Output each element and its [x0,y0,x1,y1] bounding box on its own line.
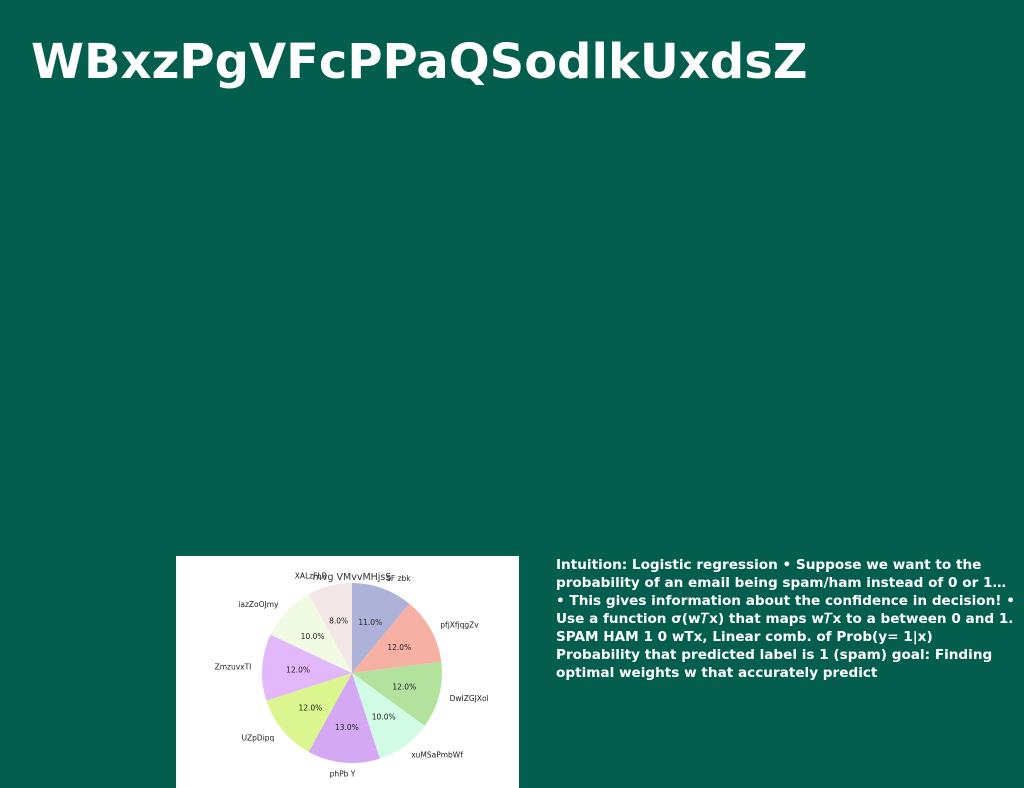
pie-percent-labels: 11.0% 12.0% 12.0% 10.0% 13.0% 12.0% 12.0% 10.0%… [286,617,416,732]
pie-slice [352,603,442,673]
pie-chart: mvg VMvvMHjsS 11.0%12.0%12.0%10.0%13.0%1… [215,571,489,778]
pie-category-label: iazZoOJmy [238,600,279,609]
pie-category-label: phPb Y [330,769,356,778]
slide-body-text: Intuition: Logistic regression • Suppose… [556,557,1015,681]
chart-title: mvg VMvvMHjsS [313,572,392,583]
pie-slice [308,583,352,673]
pie-percent-label: 10.0% [301,632,325,641]
pie-slice [261,634,352,701]
pie-percent-label: 10.0% [372,713,396,722]
pie-percent-label: 12.0% [286,666,310,675]
slide-title: WBxzPgVFcPPaQSodlkUxdsZ [31,34,808,90]
pie-slice [352,661,442,726]
pie-slice [308,673,380,764]
pie-percent-label: 13.0% [335,723,359,732]
pie-category-label: DwIZGJXol [450,694,489,703]
pie-slice [352,673,425,759]
pie-category-label: xuMSaPmbWf [411,751,463,760]
pie-slice [270,594,352,673]
pie-category-label: pfjXfjqgZv [440,620,479,629]
pie-percent-label: 12.0% [298,703,322,712]
pie-category-label: SF zbk [386,574,411,583]
pie-category-label: XALzFLR [295,571,327,580]
pie-category-labels: SF zbk pfjXfjqgZv DwIZGJXol xuMSaPmbWf phPb … [215,571,489,778]
pie-percent-label: 12.0% [392,682,416,691]
pie-slice [352,583,410,673]
pie-category-label: UZpDipq [242,733,275,742]
pie-slices [261,583,442,764]
pie-category-label: ZmzuvxTI [215,663,252,672]
pie-slice [266,673,352,752]
pie-percent-label: 11.0% [358,618,382,627]
pie-percent-label: 8.0% [329,617,348,626]
pie-percent-label: 12.0% [387,643,411,652]
pie-chart-panel: mvg VMvvMHjsS 11.0% 12.0% 12.0% 10.0% 13.0% 1… [176,556,519,788]
